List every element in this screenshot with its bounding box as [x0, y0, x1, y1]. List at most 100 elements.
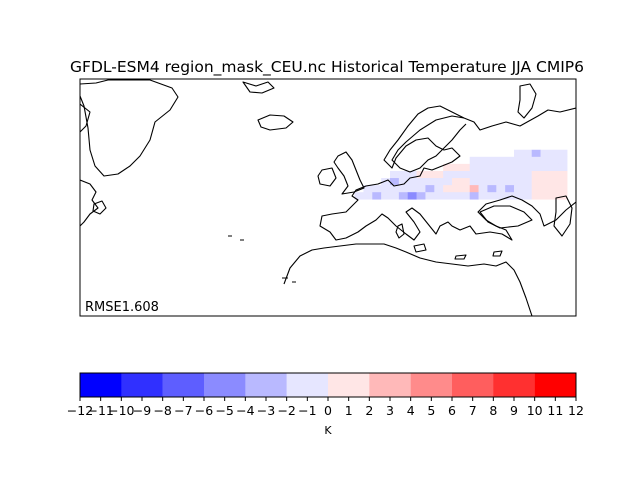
anomaly-cell: [531, 178, 541, 186]
colorbar: −12−11−10−9 −8 −7 −6 −5 −4 −3 −2 −1 0 1 2 3 4 5 6 7 8 9 10 1…: [67, 372, 584, 437]
anomaly-cell: [443, 170, 453, 179]
anomaly-cell: [531, 156, 541, 165]
colorbar-bins: [80, 373, 577, 397]
anomaly-cell: [469, 185, 479, 193]
coastline-azores: [228, 235, 244, 241]
colorbar-bin: [328, 373, 370, 397]
anomaly-cell: [452, 185, 462, 193]
colorbar-tick-label: 7: [469, 403, 477, 418]
anomaly-cell: [522, 170, 533, 179]
colorbar-label: K: [324, 424, 332, 437]
anomaly-cell: [452, 178, 462, 186]
anomaly-cell: [558, 178, 568, 186]
anomaly-cell: [514, 163, 524, 172]
coastline-great-britain: [333, 151, 365, 195]
anomaly-cell: [514, 149, 524, 158]
anomaly-cell: [522, 156, 533, 165]
anomaly-cell: [443, 178, 453, 186]
anomaly-cell: [434, 170, 444, 179]
anomaly-cell: [390, 192, 400, 200]
colorbar-tick-label: −12: [67, 403, 93, 418]
colorbar-tick-label: 12: [568, 403, 584, 418]
anomaly-cell: [531, 170, 541, 179]
coastline-cyprus: [492, 250, 503, 257]
anomaly-cell: [505, 178, 515, 186]
colorbar-tick-label: −4: [236, 403, 254, 418]
anomaly-cell: [540, 185, 550, 193]
anomaly-cell: [487, 170, 497, 179]
anomaly-cell: [398, 185, 409, 193]
anomaly-cell: [514, 178, 524, 186]
anomaly-cell: [531, 163, 541, 172]
anomaly-cell: [390, 185, 400, 193]
coastline-caspian-sea: [553, 195, 573, 237]
colorbar-tick-label: 9: [510, 403, 518, 418]
anomaly-cell: [425, 178, 435, 186]
rmse-annotation: RMSE1.608: [85, 300, 159, 315]
colorbar-tick-label: −2: [277, 403, 295, 418]
anomaly-cell: [407, 185, 417, 193]
coastline-ireland: [317, 167, 337, 187]
colorbar-tick-label: 1: [345, 403, 353, 418]
anomaly-cell: [443, 185, 453, 193]
anomaly-cell: [514, 185, 524, 193]
anomaly-cell: [558, 192, 568, 200]
colorbar-bin: [204, 373, 246, 397]
anomaly-cell: [505, 192, 515, 200]
anomaly-cell: [390, 170, 400, 179]
anomaly-cell: [478, 185, 488, 193]
anomaly-cell: [505, 163, 515, 172]
coastline-sicily: [413, 243, 427, 253]
anomaly-cell: [549, 170, 559, 179]
anomaly-cell: [416, 178, 426, 186]
anomaly-cell: [487, 178, 497, 186]
anomaly-cells: [354, 149, 568, 200]
anomaly-cell: [398, 192, 409, 200]
anomaly-cell: [443, 163, 453, 172]
anomaly-cell: [540, 170, 550, 179]
anomaly-cell: [531, 185, 541, 193]
colorbar-bin: [80, 373, 122, 397]
anomaly-cell: [381, 185, 391, 193]
anomaly-cell: [460, 178, 471, 186]
anomaly-cell: [540, 156, 550, 165]
colorbar-tick-label: −7: [174, 403, 192, 418]
anomaly-cell: [460, 170, 471, 179]
anomaly-cell: [469, 178, 479, 186]
anomaly-cell: [372, 185, 382, 193]
colorbar-tick-label: −1: [298, 403, 316, 418]
anomaly-cell: [522, 192, 533, 200]
coastline-north-africa: [283, 243, 533, 316]
anomaly-cell: [469, 156, 479, 165]
anomaly-cell: [478, 192, 488, 200]
anomaly-cell: [434, 178, 444, 186]
anomaly-cell: [522, 178, 533, 186]
anomaly-cell: [469, 192, 479, 200]
colorbar-bin: [286, 373, 329, 397]
anomaly-cell: [487, 156, 497, 165]
anomaly-cell: [487, 185, 497, 193]
anomaly-cell: [558, 163, 568, 172]
coastline-baffin: [80, 103, 91, 133]
anomaly-cell: [469, 170, 479, 179]
colorbar-bin: [534, 373, 577, 397]
anomaly-cell: [496, 170, 506, 179]
colorbar-tick-label: −10: [108, 403, 134, 418]
colorbar-tick-label: 10: [527, 403, 543, 418]
anomaly-cell: [354, 192, 364, 200]
anomaly-cell: [549, 156, 559, 165]
anomaly-cell: [372, 192, 382, 200]
anomaly-cell: [505, 185, 515, 193]
anomaly-cell: [514, 170, 524, 179]
coastline-crete: [454, 254, 467, 260]
anomaly-cell: [522, 163, 533, 172]
anomaly-cell: [558, 170, 568, 179]
anomaly-cell: [425, 170, 435, 179]
colorbar-bin: [410, 373, 453, 397]
anomaly-cell: [416, 185, 426, 193]
colorbar-bin: [162, 373, 205, 397]
colorbar-bin: [245, 373, 287, 397]
anomaly-cell: [496, 178, 506, 186]
anomaly-cell: [452, 163, 462, 172]
anomaly-cell: [549, 192, 559, 200]
